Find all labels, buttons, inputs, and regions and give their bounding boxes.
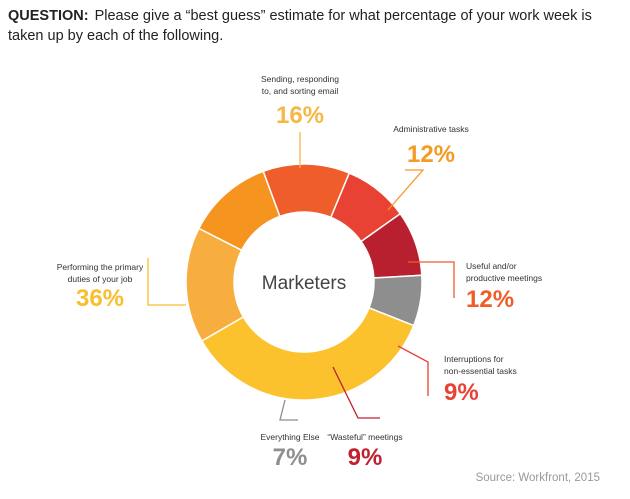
slice-label-2-line-0: Useful and/or (466, 261, 517, 271)
slice-label-4-line-0: “Wasteful” meetings (327, 432, 402, 442)
slice-value-0: 16% (276, 102, 324, 129)
leader-line-2 (408, 261, 455, 298)
leader-line-3 (397, 345, 429, 396)
slice-label-2-line-1: productive meetings (466, 273, 542, 283)
slice-value-4: 9% (348, 444, 383, 471)
leader-line-6 (147, 258, 186, 306)
slice-label-0-line-0: Sending, responding (261, 74, 339, 84)
slice-label-5-line-0: Everything Else (260, 432, 319, 442)
slice-label-6-line-1: duties of your job (68, 274, 133, 284)
slice-value-2: 12% (466, 286, 514, 313)
slice-value-6: 36% (76, 285, 124, 312)
center-label: Marketers (262, 273, 346, 294)
question-body: Please give a “best guess” estimate for … (8, 8, 592, 44)
slice-label-1-line-0: Administrative tasks (393, 124, 469, 134)
leader-lines (147, 132, 455, 421)
leader-line-5 (279, 399, 298, 421)
question-text: QUESTION: Please give a “best guess” esti… (8, 6, 624, 46)
slice-value-5: 7% (273, 444, 308, 471)
slice-label-3-line-0: Interruptions for (444, 354, 504, 364)
leader-line-4 (332, 366, 380, 419)
slice-label-6-line-0: Performing the primary (57, 262, 144, 272)
source-note: Source: Workfront, 2015 (475, 472, 600, 484)
donut-slice-6 (200, 306, 415, 401)
slice-value-1: 12% (407, 141, 455, 168)
slice-label-3-line-1: non-essential tasks (444, 366, 517, 376)
slice-label-0-line-1: to, and sorting email (262, 86, 339, 96)
question-label: QUESTION: (8, 8, 89, 24)
donut-slices (185, 163, 423, 401)
leader-line-1 (387, 169, 425, 211)
slice-value-3: 9% (444, 379, 479, 406)
slice-labels: Sending, responding to, and sorting email… (57, 74, 542, 471)
